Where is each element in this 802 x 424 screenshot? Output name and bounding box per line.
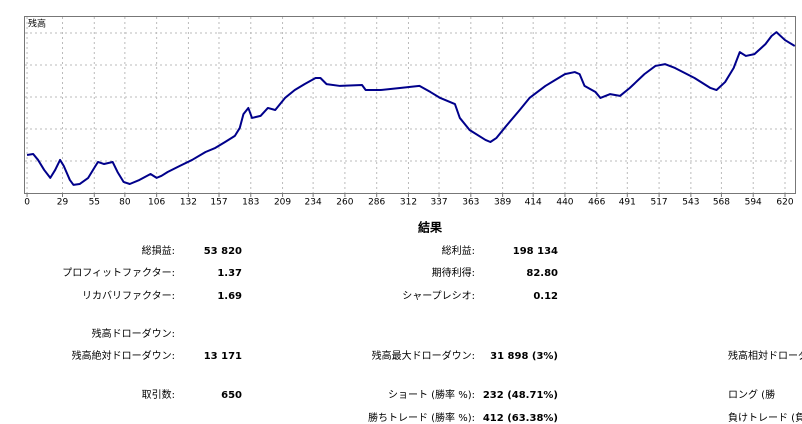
mid-value: 198 134: [513, 246, 558, 257]
report-title: 結果: [418, 220, 442, 235]
x-tick-label: 594: [745, 198, 762, 208]
x-tick-label: 620: [776, 198, 793, 208]
mid-label: 残高最大ドローダウン:: [372, 349, 475, 362]
x-tick-label: 183: [242, 198, 259, 208]
x-tick-label: 234: [305, 198, 322, 208]
x-tick-label: 491: [619, 198, 636, 208]
left-value: 13 171: [204, 351, 242, 362]
x-tick-label: 389: [494, 198, 511, 208]
x-tick-label: 363: [462, 198, 479, 208]
mid-label: シャープレシオ:: [402, 290, 475, 302]
x-tick-label: 466: [588, 198, 605, 208]
x-tick-label: 132: [180, 198, 197, 208]
x-tick-label: 106: [148, 198, 165, 208]
left-label: 取引数:: [142, 388, 175, 401]
x-tick-label: 80: [119, 198, 131, 208]
x-tick-label: 157: [210, 198, 227, 208]
left-value: 1.37: [217, 268, 242, 279]
left-value: 1.69: [217, 291, 242, 302]
x-tick-label: 29: [57, 198, 69, 208]
x-tick-label: 55: [89, 198, 100, 208]
x-tick-label: 0: [24, 198, 30, 208]
left-label: リカバリファクター:: [82, 290, 175, 302]
mid-value: 0.12: [533, 291, 558, 302]
right-label: 負けトレード (負: [728, 412, 802, 424]
mid-label: 期待利得:: [432, 266, 475, 279]
mid-value: 82.80: [526, 268, 558, 279]
right-label: ロング (勝: [728, 388, 775, 401]
x-tick-label: 440: [556, 198, 573, 208]
left-label: 残高絶対ドローダウン:: [72, 349, 175, 362]
left-value: 650: [221, 390, 242, 401]
x-tick-label: 286: [368, 198, 385, 208]
mid-value: 232 (48.71%): [483, 390, 558, 401]
x-tick-label: 517: [650, 198, 667, 208]
x-tick-label: 414: [525, 198, 542, 208]
right-label: 残高相対ドローダウン: [728, 349, 802, 362]
x-tick-label: 260: [336, 198, 353, 208]
mid-value: 31 898 (3%): [490, 351, 558, 362]
balance-line: [26, 31, 796, 186]
chart-frame: [24, 16, 796, 194]
left-label: 総損益:: [142, 244, 175, 257]
mid-label: 勝ちトレード (勝率 %):: [368, 411, 475, 424]
mid-label: ショート (勝率 %):: [388, 388, 475, 401]
left-label: 残高ドローダウン:: [92, 327, 175, 340]
x-tick-label: 543: [682, 198, 699, 208]
x-tick-label: 312: [400, 198, 417, 208]
mid-label: 総利益:: [442, 244, 475, 257]
chart-label: 残高: [28, 18, 46, 30]
mid-value: 412 (63.38%): [483, 413, 558, 424]
x-tick-label: 568: [713, 198, 730, 208]
left-value: 53 820: [204, 246, 242, 257]
x-tick-label: 337: [430, 198, 447, 208]
left-label: プロフィットファクター:: [62, 267, 175, 279]
x-tick-label: 209: [274, 198, 291, 208]
